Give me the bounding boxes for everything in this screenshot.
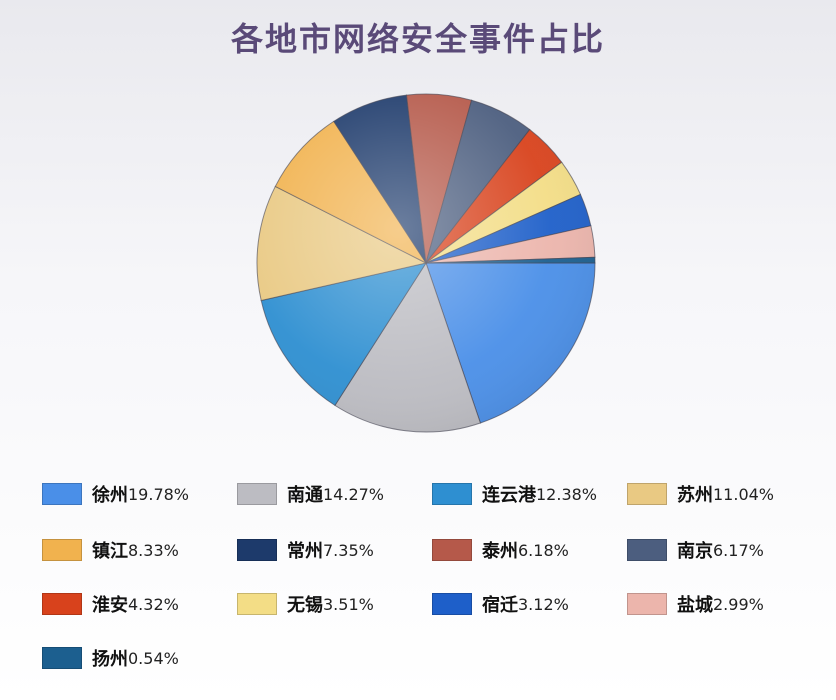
legend-item: 常州 7.35% <box>237 538 374 562</box>
legend-percent: 8.33% <box>128 540 179 560</box>
legend-swatch <box>432 483 472 505</box>
legend-item: 盐城 2.99% <box>627 592 764 616</box>
legend-item: 扬州 0.54% <box>42 646 179 670</box>
legend-label: 苏州 <box>677 485 713 506</box>
legend-label: 扬州 <box>92 649 128 670</box>
legend-item: 连云港 12.38% <box>432 482 597 506</box>
legend-percent: 19.78% <box>128 484 190 504</box>
legend-swatch <box>42 539 82 561</box>
legend-percent: 6.18% <box>518 540 569 560</box>
legend-item: 镇江 8.33% <box>42 538 179 562</box>
legend-swatch <box>42 483 82 505</box>
legend-label: 徐州 <box>92 485 128 506</box>
legend-percent: 4.32% <box>128 594 179 614</box>
legend-percent: 6.17% <box>713 540 764 560</box>
legend-item: 无锡 3.51% <box>237 592 374 616</box>
legend-swatch <box>432 593 472 615</box>
legend-label: 泰州 <box>482 541 518 562</box>
legend-percent: 7.35% <box>323 540 374 560</box>
legend-label: 连云港 <box>482 485 536 506</box>
legend-swatch <box>627 593 667 615</box>
legend-item: 泰州 6.18% <box>432 538 569 562</box>
pie-chart <box>256 93 596 433</box>
legend-percent: 2.99% <box>713 594 764 614</box>
legend-percent: 0.54% <box>128 648 179 668</box>
legend-label: 南通 <box>287 485 323 506</box>
legend-label: 盐城 <box>677 595 713 616</box>
legend-item: 淮安 4.32% <box>42 592 179 616</box>
legend-item: 南通 14.27% <box>237 482 384 506</box>
legend-item: 苏州 11.04% <box>627 482 774 506</box>
legend-percent: 3.51% <box>323 594 374 614</box>
legend-item: 徐州 19.78% <box>42 482 189 506</box>
legend-swatch <box>42 647 82 669</box>
legend-swatch <box>432 539 472 561</box>
legend-label: 淮安 <box>92 595 128 616</box>
legend-label: 常州 <box>287 541 323 562</box>
legend-label: 宿迁 <box>482 595 518 616</box>
legend-percent: 3.12% <box>518 594 569 614</box>
legend-item: 南京 6.17% <box>627 538 764 562</box>
legend-swatch <box>42 593 82 615</box>
legend-swatch <box>237 483 277 505</box>
legend-label: 镇江 <box>92 541 128 562</box>
legend-percent: 11.04% <box>713 484 775 504</box>
legend-percent: 14.27% <box>323 484 385 504</box>
chart-title: 各地市网络安全事件占比 <box>230 20 605 58</box>
legend-item: 宿迁 3.12% <box>432 592 569 616</box>
legend-swatch <box>627 539 667 561</box>
legend-swatch <box>627 483 667 505</box>
legend-swatch <box>237 539 277 561</box>
legend-label: 南京 <box>677 541 713 562</box>
legend-percent: 12.38% <box>536 484 598 504</box>
legend-label: 无锡 <box>287 595 323 616</box>
legend-swatch <box>237 593 277 615</box>
